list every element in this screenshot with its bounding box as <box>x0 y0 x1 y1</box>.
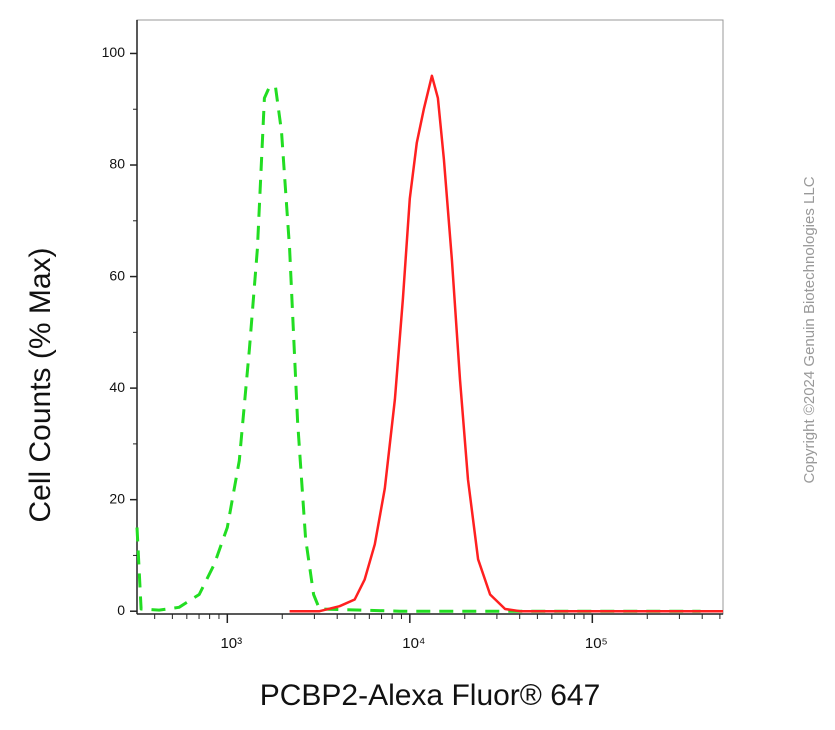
y-tick-label: 20 <box>109 490 125 506</box>
y-tick-label: 40 <box>109 379 125 395</box>
x-tick-label: 10³ <box>220 635 242 652</box>
histogram-line <box>135 85 701 613</box>
y-tick-label: 100 <box>102 44 126 60</box>
plot-frame <box>136 19 724 615</box>
x-axis-label: PCBP2-Alexa Fluor® 647 <box>260 679 601 712</box>
copyright: Copyright ©2024 Genuin Biotechnologies L… <box>801 176 818 483</box>
y-tick-label: 0 <box>117 602 125 618</box>
x-tick-label: 10⁴ <box>402 635 425 652</box>
y-tick-label: 80 <box>109 156 125 172</box>
x-tick-label: 10⁵ <box>585 635 608 652</box>
histogram-line <box>289 74 723 613</box>
y-axis-label: Cell Counts (% Max) <box>24 247 57 522</box>
y-tick-label: 60 <box>109 267 125 283</box>
